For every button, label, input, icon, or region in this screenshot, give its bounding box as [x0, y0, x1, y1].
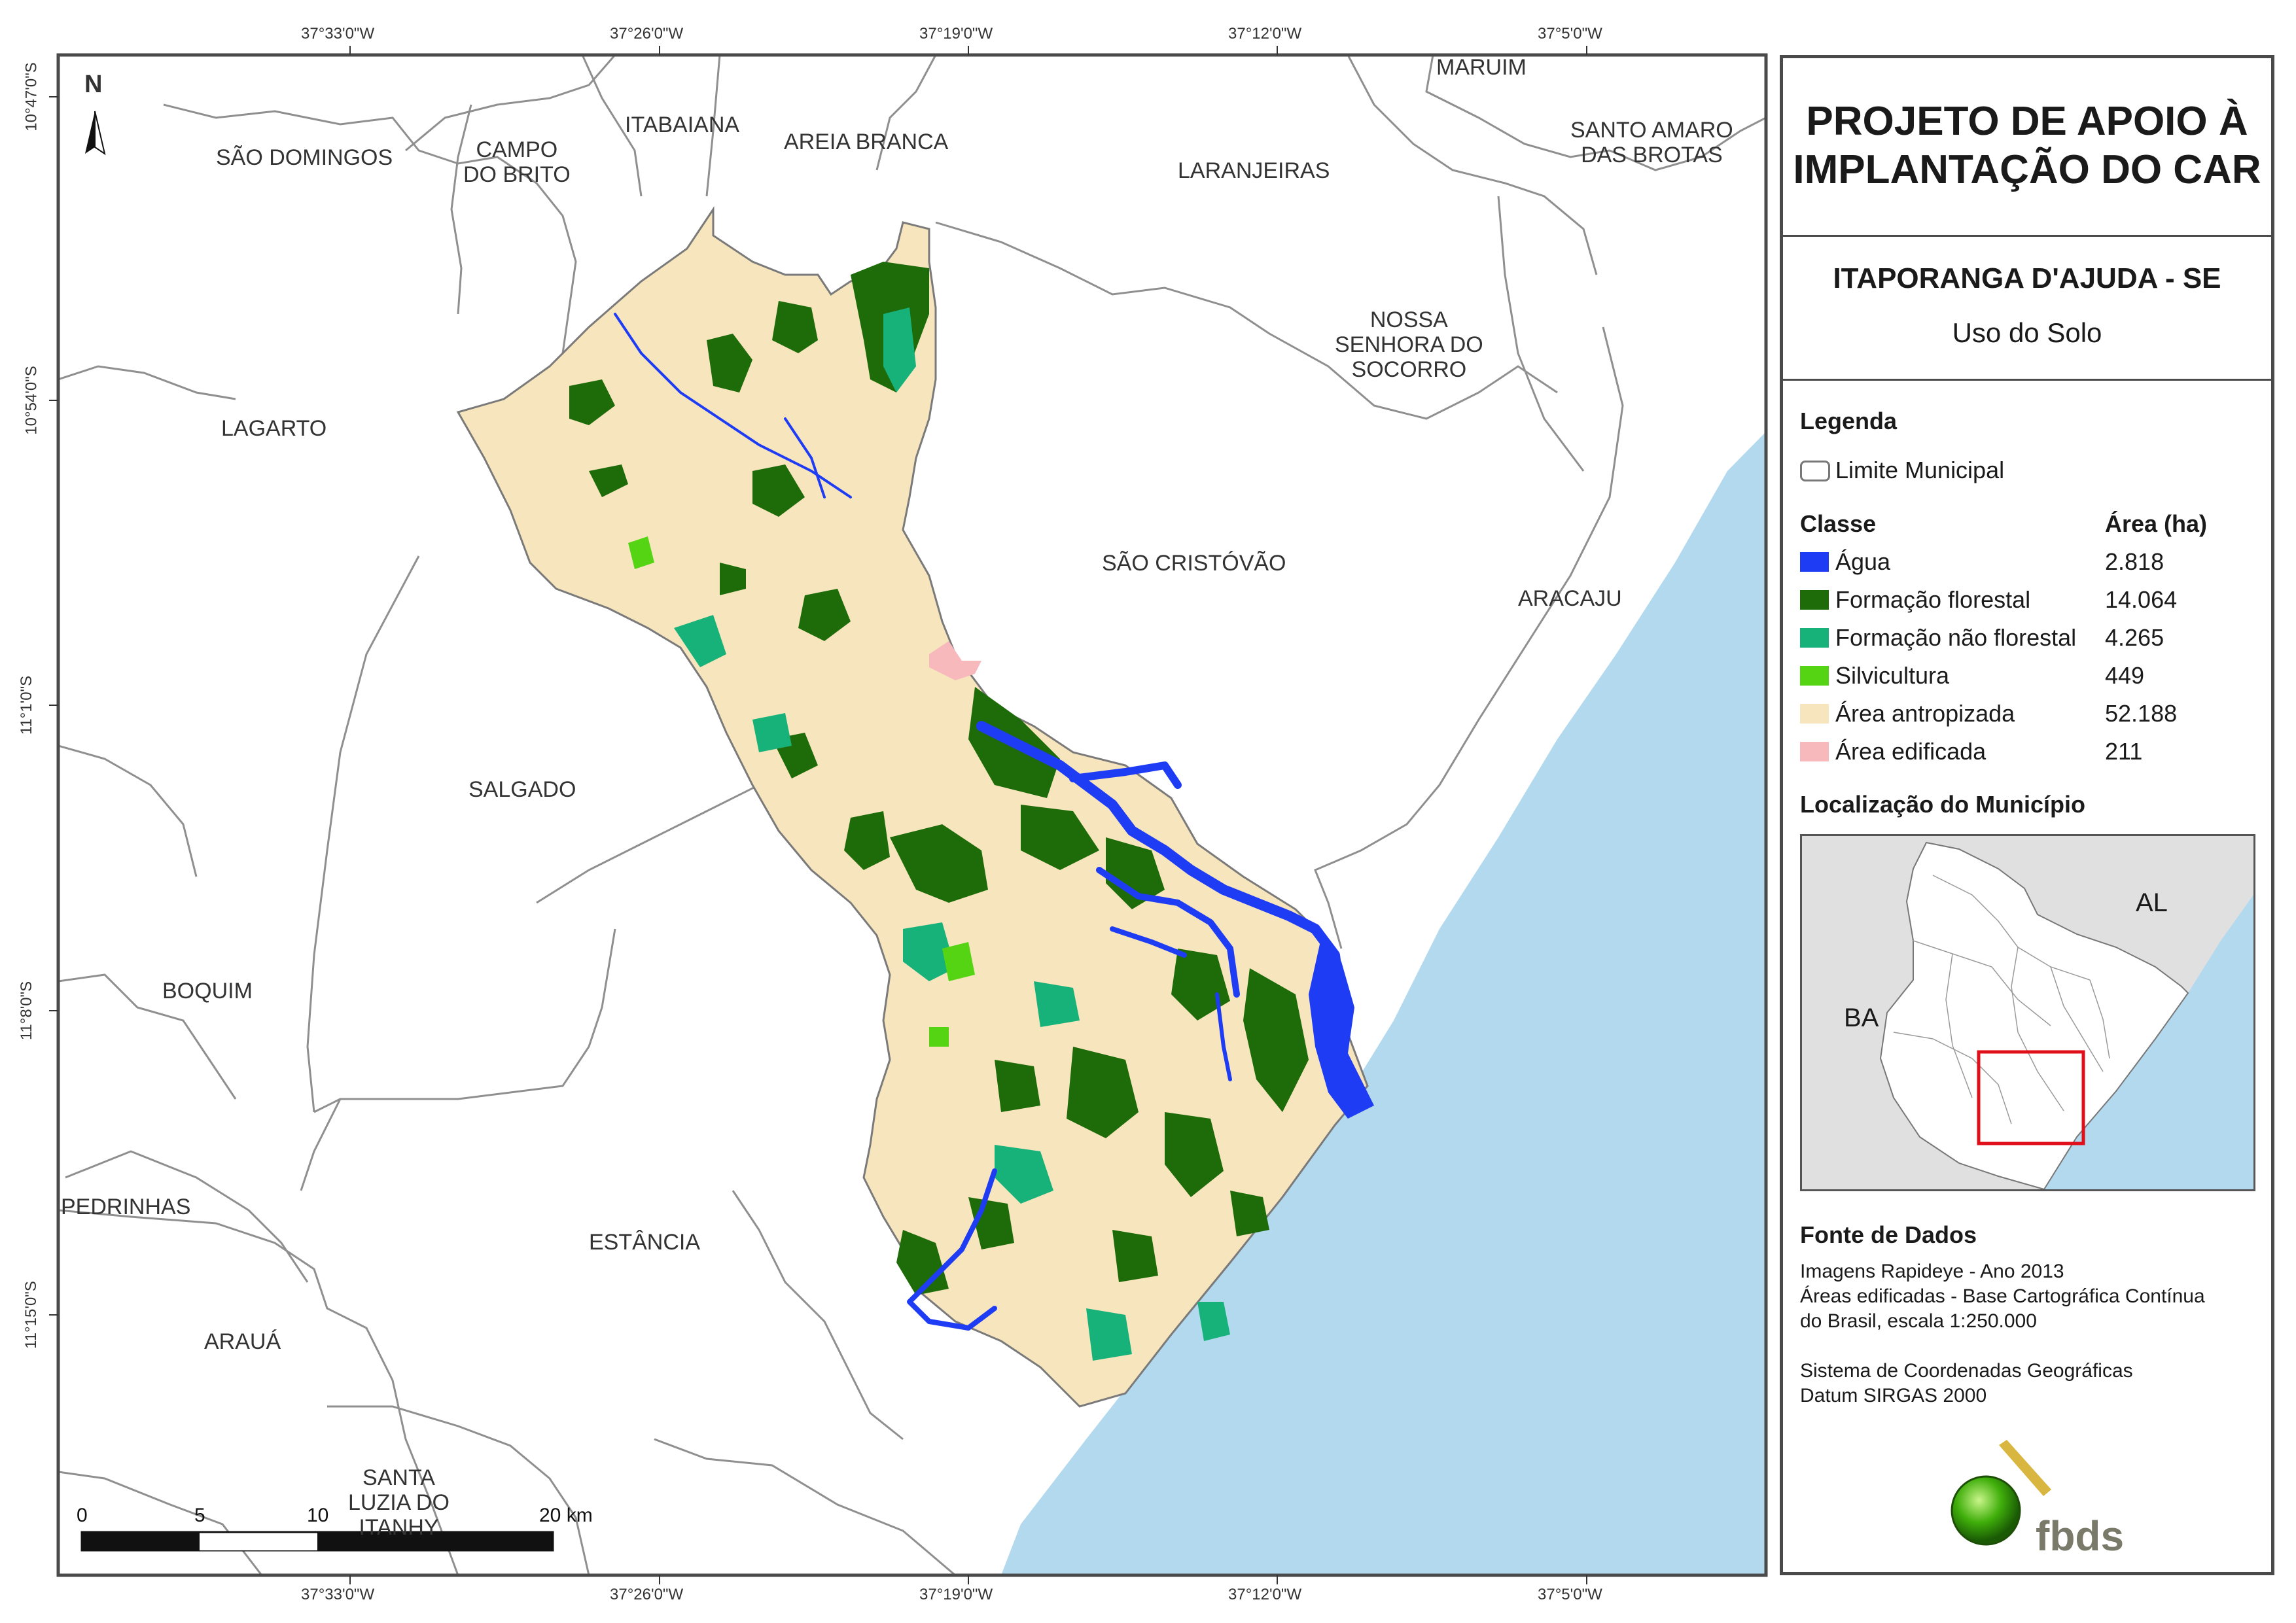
legend-class-label: Água	[1835, 548, 1891, 575]
source-line: Áreas edificadas - Base Cartográfica Con…	[1800, 1285, 2205, 1307]
silviculture-patches	[628, 536, 975, 1047]
inset-label-ba: BA	[1844, 1003, 1879, 1032]
legend-class-label: Formação florestal	[1835, 586, 2031, 613]
north-label: N	[84, 71, 103, 98]
info-panel: PROJETO DE APOIO À IMPLANTAÇÃO DO CAR IT…	[1780, 55, 2274, 1575]
legend-area-value: 4.265	[2105, 624, 2164, 651]
bottom-coord-label: 37°26'0"W	[610, 1586, 684, 1603]
scale-bar	[80, 1531, 554, 1552]
municipal-boundaries	[58, 55, 1766, 1575]
built-area	[929, 641, 981, 680]
scale-label: 20 km	[539, 1505, 593, 1526]
location-inset-map[interactable]: AL BA	[1800, 834, 2255, 1191]
municipality-label: AREIA BRANCA	[784, 130, 949, 154]
municipality-title: ITAPORANGA D'AJUDA - SE	[1833, 262, 2221, 294]
class-header: Classe	[1800, 510, 1877, 537]
inset-state	[1879, 841, 2189, 1189]
legend-class-label: Silvicultura	[1835, 662, 1950, 689]
legend-area-value: 211	[2105, 738, 2143, 765]
municipality-label: BOQUIM	[162, 979, 253, 1003]
source-heading: Fonte de Dados	[1800, 1221, 1977, 1248]
location-heading: Localização do Município	[1800, 791, 2086, 818]
legend-area-value: 2.818	[2105, 548, 2164, 575]
fbds-logo-text: fbds	[2036, 1512, 2125, 1560]
crs-line: Sistema de Coordenadas Geográficas	[1800, 1360, 2133, 1382]
top-coord-label: 37°19'0"W	[919, 25, 993, 43]
map-theme: Uso do Solo	[1952, 317, 2102, 348]
top-coord-label: 37°5'0"W	[1538, 25, 1602, 43]
municipality-label: ARAUÁ	[204, 1329, 281, 1354]
bottom-coord-label: 37°19'0"W	[919, 1586, 993, 1603]
estuary-water	[1309, 935, 1374, 1119]
left-coord-label: 10°54'0"S	[22, 366, 41, 435]
source-line: do Brasil, escala 1:250.000	[1800, 1310, 2037, 1332]
map-frame	[56, 53, 1768, 1577]
legend-area-value: 52.188	[2105, 700, 2178, 727]
inset-map-svg	[1802, 836, 2253, 1189]
municipality-label: CAMPO DO BRITO	[463, 137, 571, 188]
limit-swatch	[1800, 461, 1830, 481]
municipality-label: LARANJEIRAS	[1178, 158, 1330, 183]
bottom-coord-label: 37°5'0"W	[1538, 1586, 1602, 1603]
legend-class-label: Formação não florestal	[1835, 624, 2077, 651]
forest-swatch	[1800, 590, 1829, 610]
legend-class-label: Área edificada	[1835, 738, 1987, 765]
water-swatch	[1800, 552, 1829, 572]
left-coord-label: 10°47'0"S	[22, 62, 41, 131]
municipality-label: SANTA LUZIA DO ITANHY	[348, 1465, 450, 1541]
municipality-label: ARACAJU	[1518, 586, 1622, 611]
scale-label: 5	[194, 1505, 205, 1526]
top-coord-label: 37°26'0"W	[610, 25, 684, 43]
divider	[1783, 235, 2271, 237]
municipality-label: LAGARTO	[221, 416, 327, 441]
area-header: Área (ha)	[2105, 510, 2208, 537]
non-forest-swatch	[1800, 628, 1829, 648]
legend-limit-label: Limite Municipal	[1835, 457, 2005, 483]
fbds-logo-icon	[1951, 1440, 2051, 1546]
bottom-coord-label: 37°12'0"W	[1228, 1586, 1302, 1603]
source-line: Imagens Rapideye - Ano 2013	[1800, 1261, 2064, 1282]
top-coord-label: 37°12'0"W	[1228, 25, 1302, 43]
municipality-label: NOSSA SENHORA DO SOCORRO	[1335, 307, 1483, 383]
north-arrow-icon	[85, 111, 106, 156]
inset-boundaries	[1893, 875, 2110, 1125]
ocean	[1001, 432, 1766, 1575]
legend-area-value: 14.064	[2105, 586, 2178, 613]
anthropized-swatch	[1800, 704, 1829, 724]
silviculture-swatch	[1800, 666, 1829, 686]
scale-label: 0	[77, 1505, 88, 1526]
legend-class-label: Área antropizada	[1835, 700, 2015, 727]
left-coord-label: 11°1'0"S	[18, 675, 36, 735]
scale-label: 10	[307, 1505, 329, 1526]
crs-line: Datum SIRGAS 2000	[1800, 1385, 1987, 1406]
inset-highlight-box	[1977, 1050, 2085, 1145]
municipality-label: MARUIM	[1436, 55, 1527, 80]
municipality-label: SALGADO	[468, 777, 576, 802]
legend-area-value: 449	[2105, 662, 2145, 689]
municipality-label: ITABAIANA	[625, 113, 740, 137]
bottom-coord-label: 37°33'0"W	[301, 1586, 375, 1603]
non-forest-patches	[674, 307, 1230, 1361]
forest-patches	[569, 262, 1309, 1295]
municipality-label: SÃO DOMINGOS	[216, 145, 393, 170]
left-coord-label: 11°15'0"S	[22, 1281, 40, 1349]
divider	[1783, 379, 2271, 381]
project-title: PROJETO DE APOIO À IMPLANTAÇÃO DO CAR	[1793, 99, 2261, 193]
municipality-label: ESTÂNCIA	[589, 1230, 701, 1255]
top-coord-label: 37°33'0"W	[301, 25, 375, 43]
municipality-label: SANTO AMARO DAS BROTAS	[1570, 118, 1733, 168]
municipality-label: SÃO CRISTÓVÃO	[1102, 551, 1286, 576]
graticule-ticks	[49, 46, 1587, 1584]
legend-heading: Legenda	[1800, 408, 1898, 434]
municipality-label: PEDRINHAS	[61, 1195, 191, 1219]
inset-label-al: AL	[2136, 888, 2168, 917]
inset-ocean	[2044, 895, 2253, 1189]
built-swatch	[1800, 742, 1829, 761]
left-coord-label: 11°8'0"S	[18, 981, 36, 1041]
